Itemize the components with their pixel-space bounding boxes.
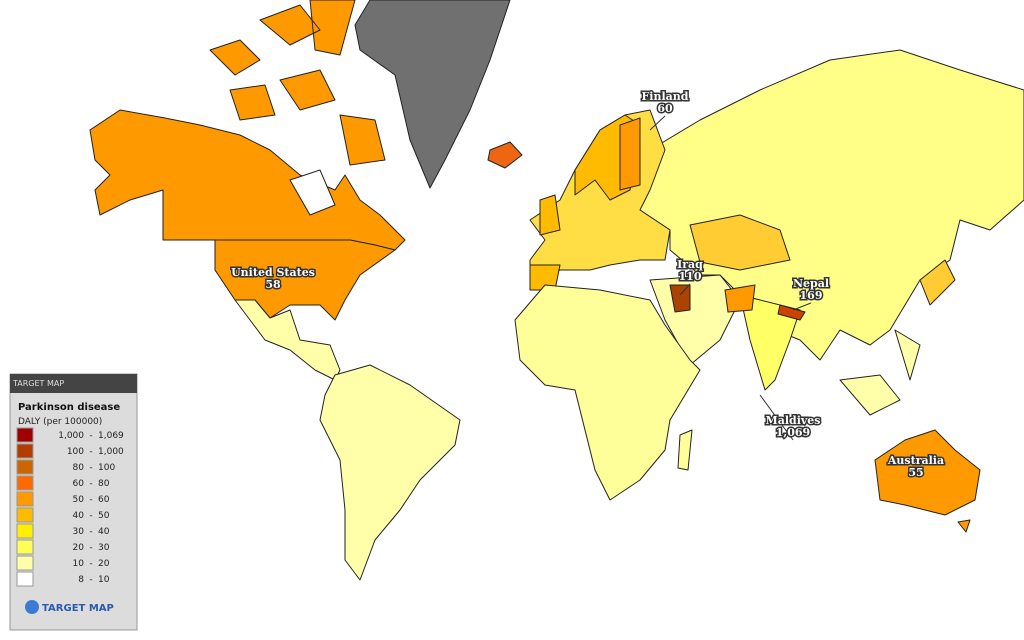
south-america [319, 364, 461, 581]
legend-swatch [16, 427, 34, 443]
leader-line [759, 394, 794, 441]
legend-unit: DALY (per 100000) [18, 417, 102, 427]
legend-swatch [16, 555, 34, 571]
legend-swatch [16, 475, 34, 491]
legend-separator: - [89, 575, 92, 585]
legend-separator: - [89, 559, 92, 569]
legend-to: 40 [98, 527, 110, 537]
legend-from: 8 [78, 575, 84, 585]
legend-separator: - [89, 527, 92, 537]
callout-value: 58 [265, 278, 281, 291]
iraq [669, 284, 691, 313]
legend-to: 1,000 [98, 447, 124, 457]
callout-country: Australia [887, 454, 944, 467]
legend-swatch [16, 443, 34, 459]
callout-value: 110 [679, 270, 702, 283]
leader-line [792, 302, 812, 311]
legend-from: 10 [73, 559, 85, 569]
legend-swatch [16, 507, 34, 523]
legend-separator: - [89, 431, 92, 441]
legend-from: 80 [73, 463, 85, 473]
callout-value: 169 [800, 289, 823, 302]
legend-header [10, 374, 137, 393]
uk [539, 194, 561, 236]
brand: TARGET MAP [12, 379, 64, 388]
callout-value: 55 [908, 466, 923, 479]
greenland [354, 0, 511, 189]
legend-from: 30 [73, 527, 85, 537]
africa [514, 284, 701, 501]
legend: TARGET MAP Parkinson disease DALY (per 1… [9, 373, 138, 631]
arctic-island [209, 0, 386, 166]
central-america [234, 299, 341, 381]
southeast-asia [839, 329, 921, 416]
legend-separator: - [89, 447, 92, 457]
legend-title: Parkinson disease [18, 402, 120, 413]
legend-swatch [16, 523, 34, 539]
legend-swatch [16, 459, 34, 475]
legend-to: 100 [98, 463, 115, 473]
legend-from: 60 [73, 479, 85, 489]
logo: TARGET MAP [42, 603, 114, 614]
legend-from: 100 [67, 447, 84, 457]
callout-value: 60 [657, 102, 673, 115]
india [739, 294, 801, 391]
kazakhstan [689, 214, 791, 271]
legend-to: 80 [98, 479, 110, 489]
legend-separator: - [89, 511, 92, 521]
legend-from: 40 [73, 511, 85, 521]
hudson-bay [289, 169, 336, 216]
legend-separator: - [89, 495, 92, 505]
logo-icon [25, 600, 39, 614]
japan [919, 259, 956, 306]
legend-swatch [16, 491, 34, 507]
iceland [487, 141, 523, 169]
legend-separator: - [89, 463, 92, 473]
legend-to: 30 [98, 543, 110, 553]
leader-line [679, 283, 691, 296]
callout-country: Maldives [766, 414, 821, 427]
nepal [777, 304, 806, 321]
legend-from: 50 [73, 495, 85, 505]
callout-country: Finland [642, 90, 689, 103]
madagascar [677, 429, 693, 471]
legend-to: 10 [98, 575, 110, 585]
legend-to: 60 [98, 495, 110, 505]
leader-line [649, 115, 666, 131]
canada [89, 109, 406, 251]
legend-swatch [16, 571, 34, 587]
land [89, 0, 1024, 581]
callout-value: 1,069 [776, 426, 810, 439]
legend-from: 1,000 [58, 431, 84, 441]
afghanistan [724, 284, 756, 313]
callout-country: Iraq [677, 258, 703, 271]
legend-separator: - [89, 479, 92, 489]
australia [874, 429, 981, 533]
russia-asia [639, 49, 1024, 361]
finland [619, 117, 641, 191]
legend-to: 50 [98, 511, 110, 521]
legend-swatch [16, 539, 34, 555]
legend-to: 20 [98, 559, 110, 569]
legend-from: 20 [73, 543, 85, 553]
callout-country: United States [231, 266, 315, 279]
callout-country: Nepal [793, 277, 829, 290]
legend-to: 1,069 [98, 431, 124, 441]
legend-separator: - [89, 543, 92, 553]
